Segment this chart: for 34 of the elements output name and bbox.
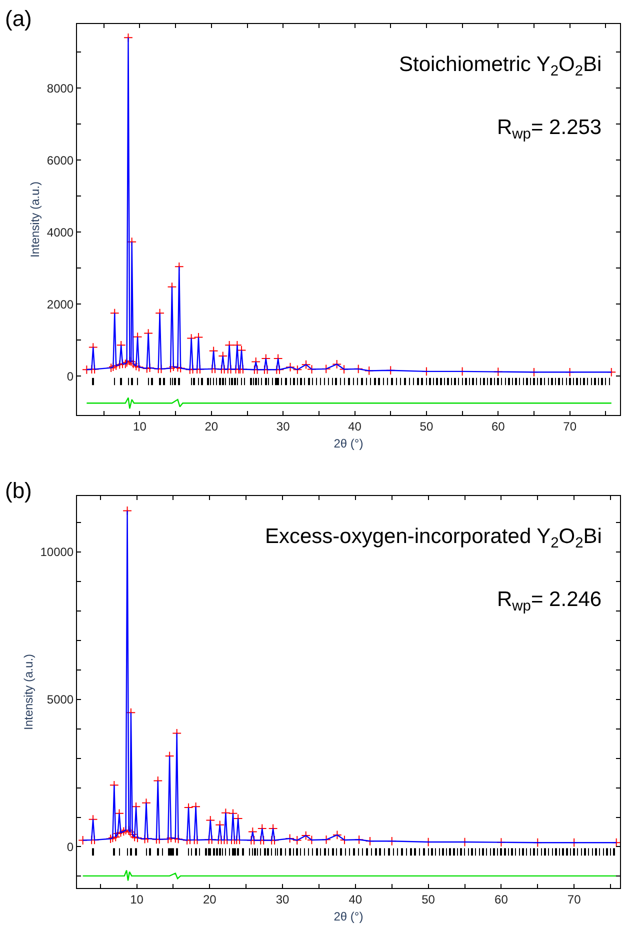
x-tick-label: 70	[567, 892, 582, 906]
x-tick-label: 40	[348, 892, 362, 906]
x-tick-label: 60	[494, 892, 508, 906]
y-axis-title: Intensity (a.u.)	[28, 181, 42, 258]
y-tick-label: 10000	[40, 545, 74, 560]
y-tick-label: 8000	[46, 81, 74, 96]
x-tick-label: 10	[130, 892, 144, 906]
y-tick-label: 4000	[46, 225, 74, 240]
x-tick-label: 50	[422, 892, 436, 906]
x-tick-label: 10	[133, 419, 147, 434]
annotation: R$_{wp}$= 2.253	[497, 116, 602, 142]
annotation: Excess-oxygen-incorporated Y$_{2}$O$_{2}$Bi	[265, 525, 602, 552]
y-tick-label: 0	[66, 840, 74, 854]
x-tick-label: 60	[491, 419, 506, 434]
chart-title: (b)	[5, 478, 32, 503]
annotation: Stoichiometric Y$_{2}$O$_{2}$Bi	[399, 53, 602, 80]
y-tick-label: 6000	[46, 153, 74, 168]
x-tick-label: 20	[204, 419, 218, 434]
x-tick-label: 70	[563, 419, 577, 434]
x-tick-label: 20	[202, 892, 217, 906]
x-tick-label: 30	[276, 892, 290, 906]
y-axis-title: Intensity (a.u.)	[22, 654, 36, 730]
x-tick-label: 50	[420, 419, 434, 434]
line-series	[86, 397, 612, 410]
y-tick-label: 2000	[46, 297, 74, 312]
y-tick-label: 5000	[46, 692, 74, 707]
x-tick-label: 30	[276, 419, 290, 434]
chart-title: (a)	[5, 6, 32, 31]
x-axis-title: 2θ (°)	[334, 909, 364, 924]
line-series	[82, 870, 617, 882]
y-tick-label: 0	[66, 369, 74, 384]
x-axis-title: 2θ (°)	[334, 436, 364, 450]
annotation: R$_{wp}$= 2.246	[497, 588, 602, 614]
x-tick-label: 40	[348, 419, 362, 434]
